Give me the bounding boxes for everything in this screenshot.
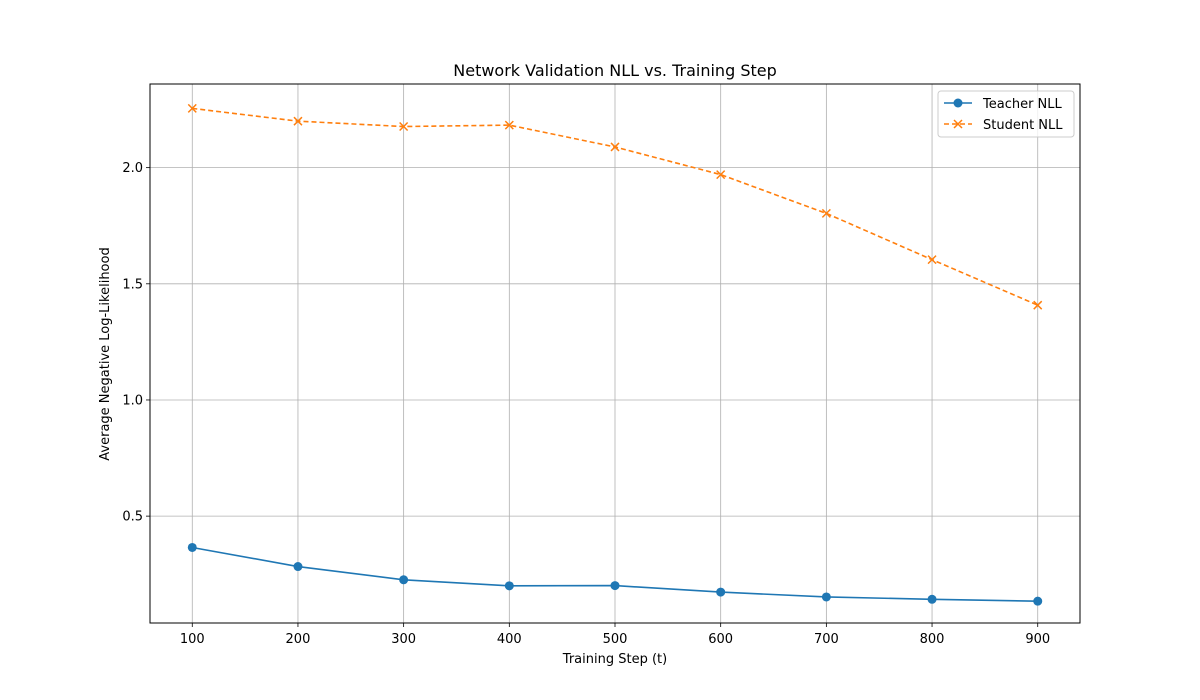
x-tick-label: 800 <box>920 632 945 647</box>
student-nll-point <box>927 255 937 265</box>
student-nll-point <box>716 170 726 180</box>
student-nll-point <box>821 208 831 218</box>
student-nll-point <box>610 142 620 152</box>
teacher-nll-point <box>504 581 514 591</box>
teacher-nll-point <box>187 542 197 552</box>
teacher-nll-point <box>399 575 409 585</box>
legend-student-label: Student NLL <box>983 118 1063 133</box>
y-tick-label: 1.5 <box>122 277 143 292</box>
y-tick-label: 0.5 <box>122 510 143 525</box>
legend-student-marker <box>953 119 963 129</box>
student-nll-point <box>187 103 197 113</box>
legend-teacher-label: Teacher NLL <box>982 97 1063 112</box>
teacher-nll-point <box>716 587 726 597</box>
x-tick-label: 900 <box>1025 632 1050 647</box>
x-axis-ticks: 100 200 300 400 500 600 700 800 900 <box>180 623 1050 647</box>
y-axis-label: Average Negative Log-Likelihood <box>98 247 113 460</box>
series-group <box>187 103 1043 606</box>
y-axis-ticks: 0.5 1.0 1.5 2.0 <box>122 161 150 525</box>
x-tick-label: 200 <box>286 632 311 647</box>
x-tick-label: 300 <box>391 632 416 647</box>
chart-title: Network Validation NLL vs. Training Step <box>453 61 777 80</box>
student-nll-point <box>399 121 409 132</box>
legend: Teacher NLL Student NLL <box>937 90 1075 138</box>
grid <box>150 84 1080 623</box>
teacher-nll-point <box>927 594 937 604</box>
student-nll-point <box>504 120 514 130</box>
x-tick-label: 600 <box>708 632 733 647</box>
teacher-nll-point <box>1033 596 1043 606</box>
x-tick-label: 700 <box>814 632 839 647</box>
teacher-nll-point <box>293 562 303 572</box>
x-axis-label: Training Step (t) <box>562 652 667 667</box>
x-tick-label: 100 <box>180 632 205 647</box>
x-tick-label: 400 <box>497 632 522 647</box>
legend-teacher-marker <box>953 98 963 108</box>
student-nll-point <box>293 116 303 126</box>
student-nll-point <box>1033 300 1043 310</box>
y-tick-label: 1.0 <box>122 393 143 408</box>
teacher-nll-point <box>821 592 831 602</box>
teacher-nll-point <box>610 581 620 591</box>
y-tick-label: 2.0 <box>122 161 143 176</box>
x-tick-label: 500 <box>603 632 628 647</box>
